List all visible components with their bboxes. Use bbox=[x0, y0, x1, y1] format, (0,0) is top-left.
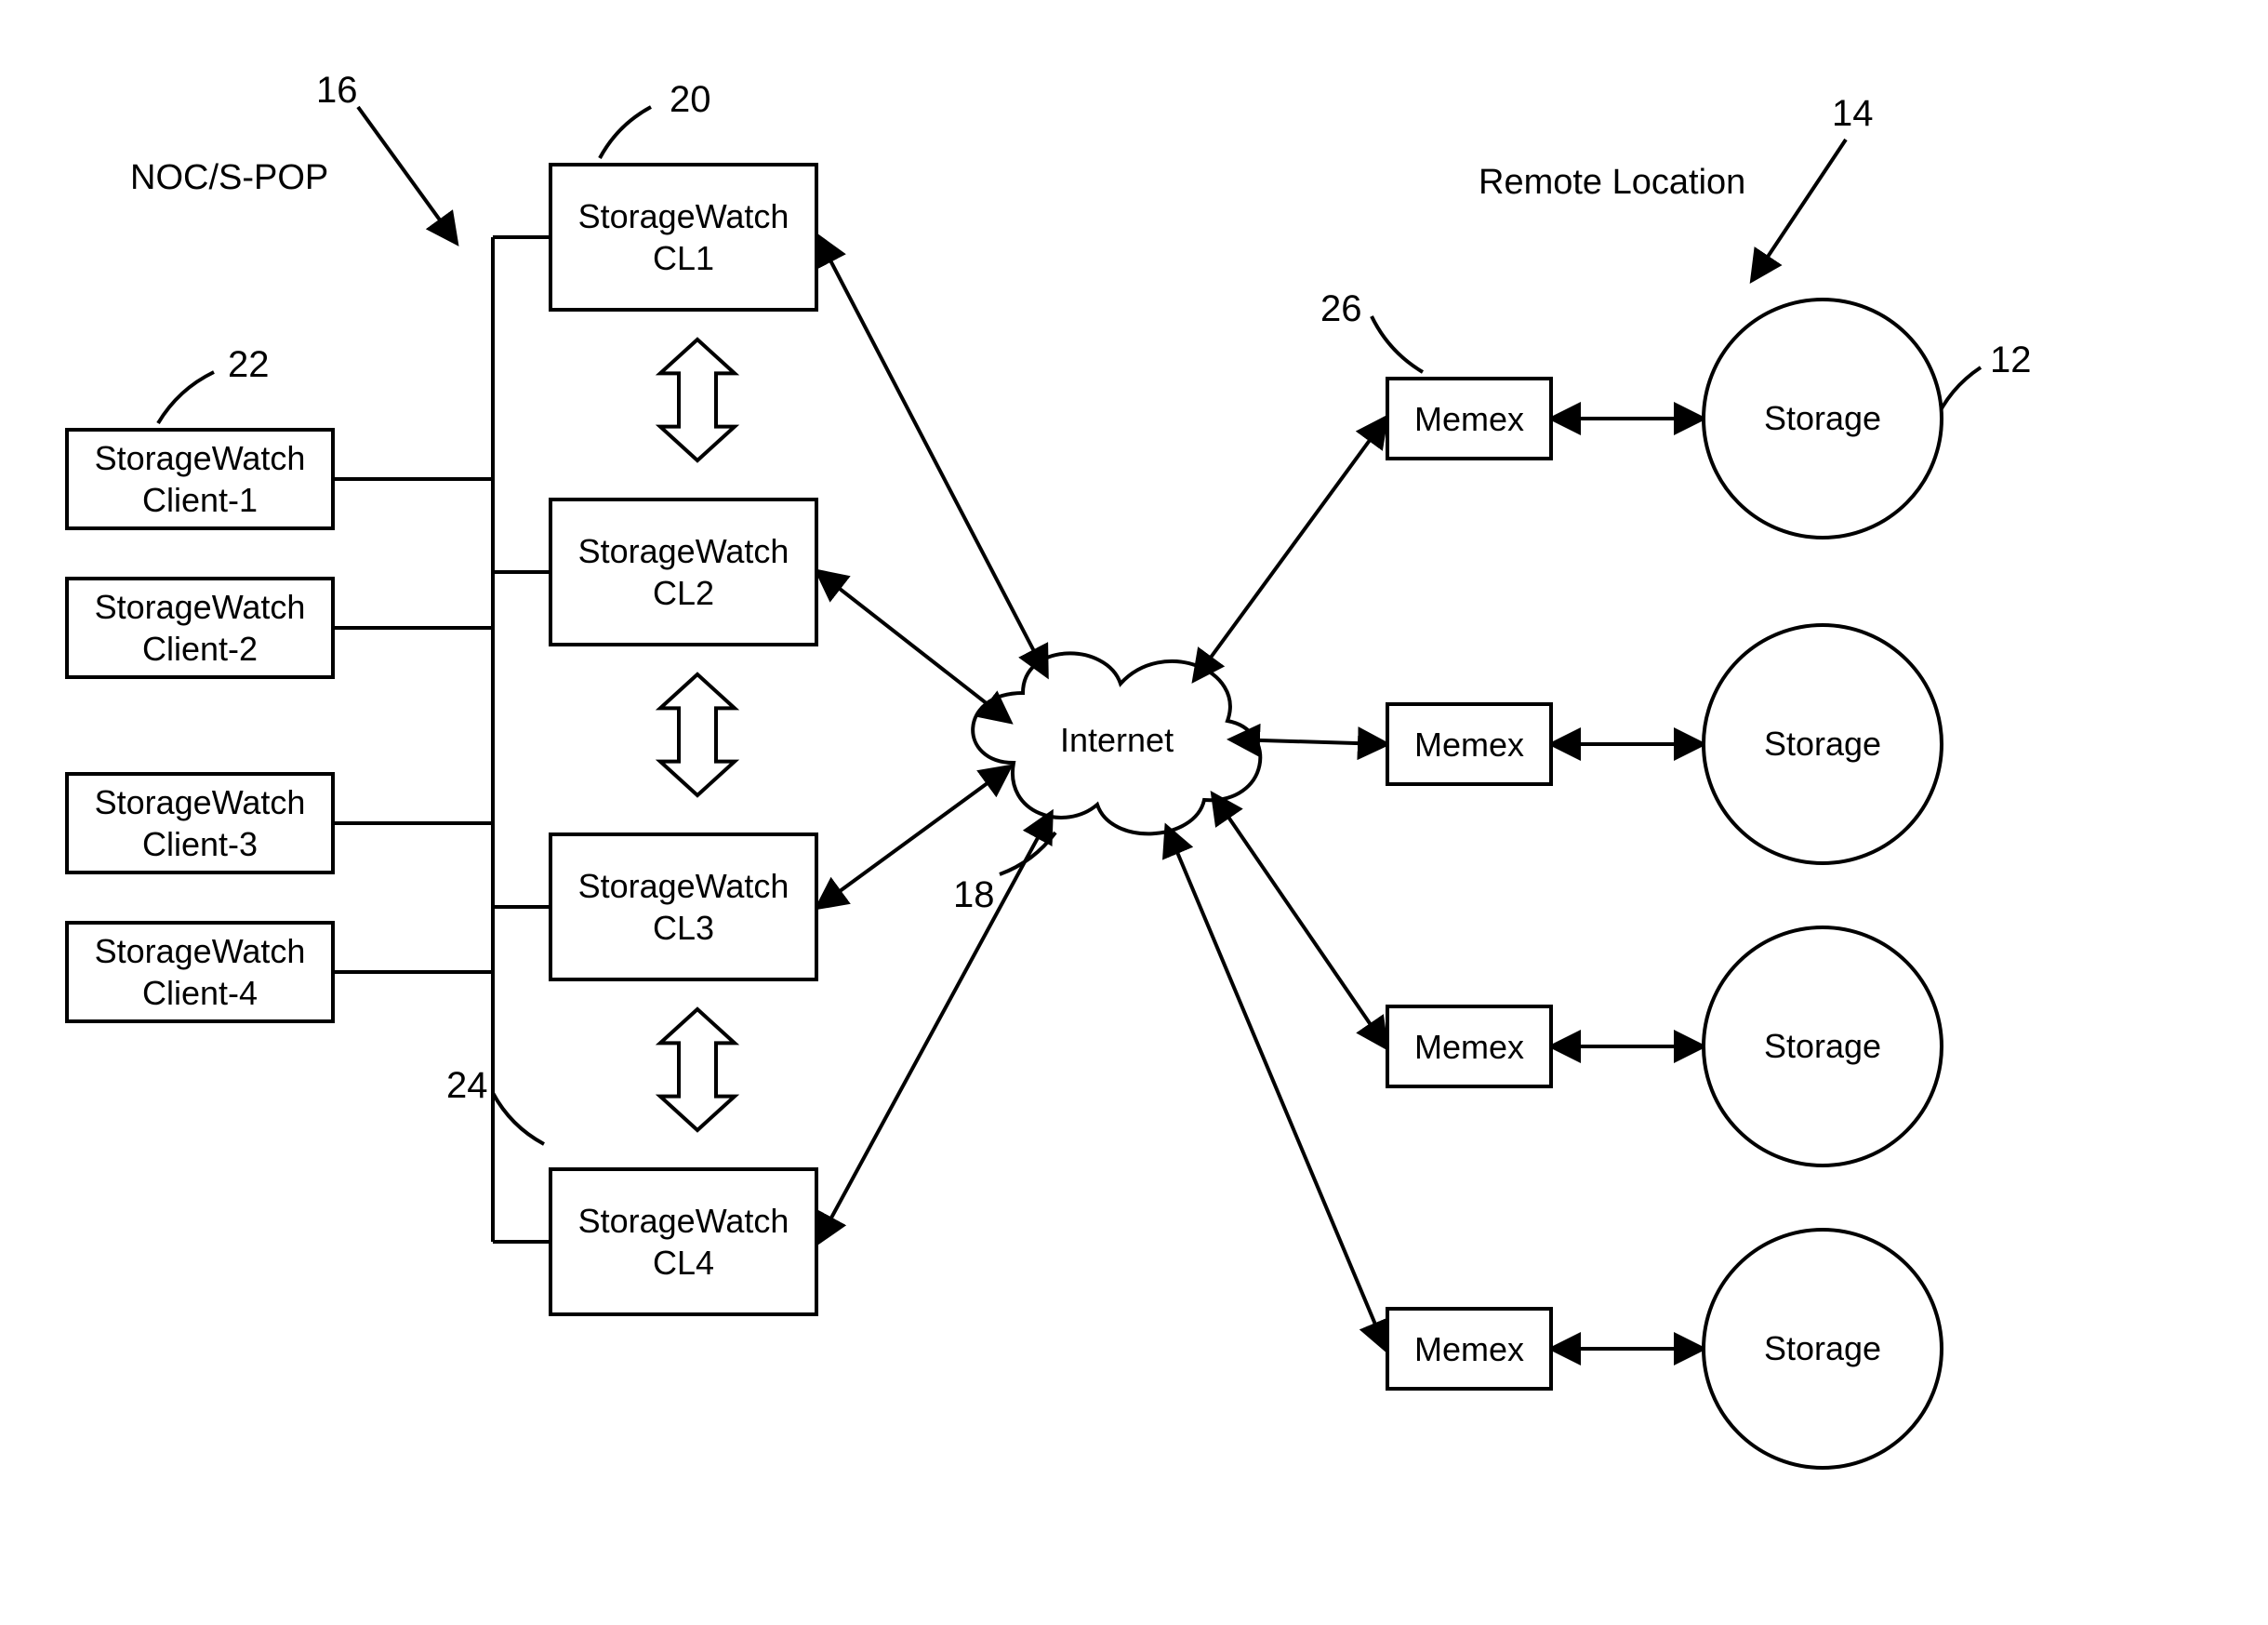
ref-26: 26 bbox=[1320, 288, 1362, 330]
ref-24: 24 bbox=[446, 1065, 488, 1107]
ref-18: 18 bbox=[953, 874, 995, 916]
bidir-arrow-2 bbox=[660, 674, 735, 795]
memex-4: Memex bbox=[1386, 1307, 1553, 1391]
storagewatch-client-1: StorageWatch Client-1 bbox=[65, 428, 335, 530]
ref-12: 12 bbox=[1990, 340, 2032, 381]
remote-label: Remote Location bbox=[1479, 163, 1745, 203]
bidir-arrow-3 bbox=[660, 1009, 735, 1130]
internet-label: Internet bbox=[1060, 721, 1174, 760]
bidir-arrow-1 bbox=[660, 340, 735, 460]
ref-16: 16 bbox=[316, 70, 358, 112]
ref-22: 22 bbox=[228, 344, 270, 386]
storagewatch-cl1: StorageWatch CL1 bbox=[549, 163, 818, 312]
storage-2: Storage bbox=[1702, 623, 1943, 865]
ref-14: 14 bbox=[1832, 93, 1874, 135]
storage-3: Storage bbox=[1702, 926, 1943, 1167]
storagewatch-client-4: StorageWatch Client-4 bbox=[65, 921, 335, 1023]
memex-3: Memex bbox=[1386, 1005, 1553, 1088]
diagram-canvas: NOC/S-POP Remote Location 16 20 22 24 18… bbox=[0, 0, 2268, 1625]
storagewatch-client-3: StorageWatch Client-3 bbox=[65, 772, 335, 874]
storage-4: Storage bbox=[1702, 1228, 1943, 1470]
memex-2: Memex bbox=[1386, 702, 1553, 786]
storagewatch-cl2: StorageWatch CL2 bbox=[549, 498, 818, 646]
memex-1: Memex bbox=[1386, 377, 1553, 460]
storagewatch-cl3: StorageWatch CL3 bbox=[549, 832, 818, 981]
storagewatch-client-2: StorageWatch Client-2 bbox=[65, 577, 335, 679]
noc-label: NOC/S-POP bbox=[130, 158, 328, 198]
ref-20: 20 bbox=[670, 79, 711, 121]
storage-1: Storage bbox=[1702, 298, 1943, 539]
storagewatch-cl4: StorageWatch CL4 bbox=[549, 1167, 818, 1316]
